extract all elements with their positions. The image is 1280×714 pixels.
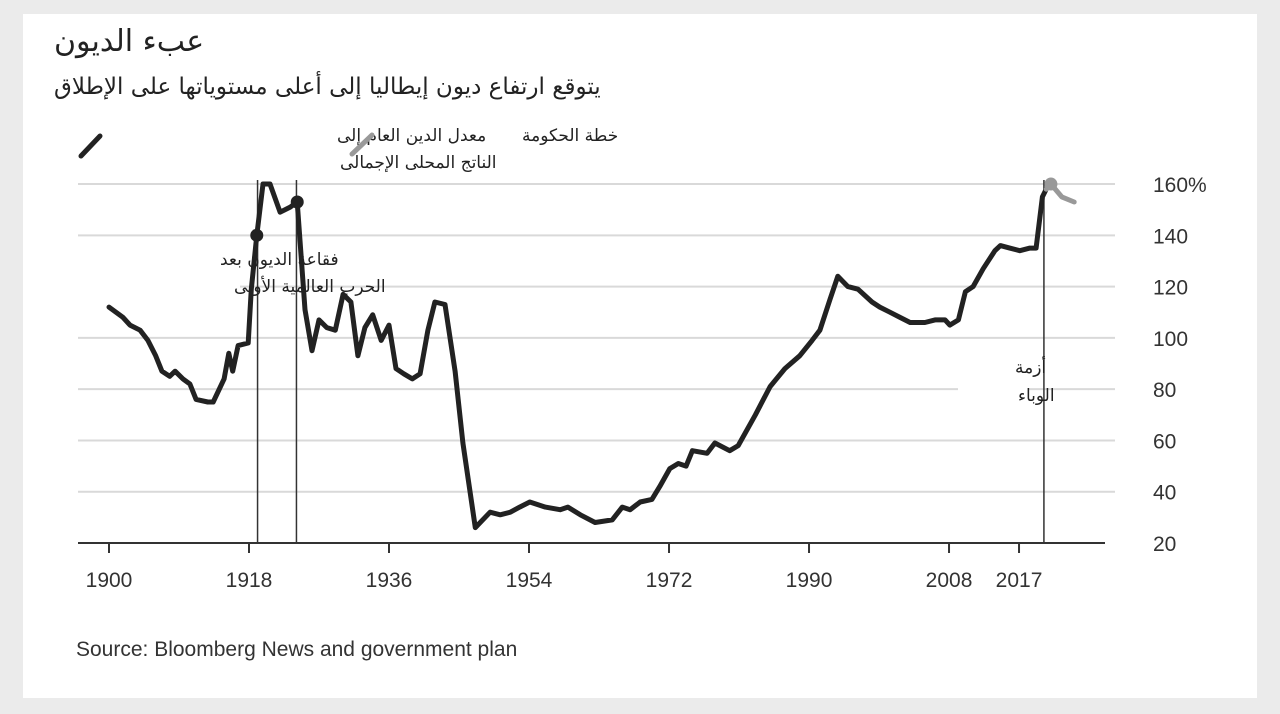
x-tick-label-2017: 2017 [996, 569, 1043, 592]
annotation-ww1-line2: الحرب العالمية الأولى [234, 276, 386, 297]
legend-label-actual-line2: الناتج المحلى الإجمالى [340, 153, 497, 173]
x-tick-label-1936: 1936 [366, 569, 413, 592]
y-tick-label-40: 40 [1153, 482, 1176, 505]
x-axis [78, 542, 1105, 553]
y-tick-label-160: 160% [1153, 174, 1207, 197]
y-tick-label-100: 100 [1153, 328, 1188, 351]
chart-title: عبء الديون [54, 24, 205, 59]
legend: معدل الدين العام إلى الناتج المحلى الإجم… [78, 126, 618, 173]
markers [250, 177, 1058, 242]
source-note: Source: Bloomberg News and government pl… [76, 638, 518, 661]
annotation-pandemic-line2: الوباء [1018, 386, 1055, 406]
annotation-pandemic-line1: أزمة [1015, 356, 1046, 378]
gridlines [78, 183, 1115, 493]
marker-actual-0 [250, 228, 264, 242]
legend-label-actual-line1: معدل الدين العام إلى [337, 126, 486, 146]
legend-swatch-actual [78, 133, 103, 159]
x-tick-label-1900: 1900 [86, 569, 133, 592]
y-axis-labels: 20 40 60 80 100 120 140 160% [1153, 174, 1207, 556]
series-line-debt-to-gdp [106, 181, 1049, 531]
annotation-ww1-line1: فقاعة الديون بعد [220, 250, 339, 270]
x-axis-labels: 1900 1918 1936 1954 1972 1990 2008 2017 [86, 569, 1043, 592]
y-tick-label-80: 80 [1153, 379, 1176, 402]
x-tick-label-1972: 1972 [646, 569, 693, 592]
x-tick-label-1990: 1990 [786, 569, 833, 592]
legend-label-plan: خطة الحكومة [522, 126, 618, 146]
annotation-pandemic-crisis: أزمة الوباء [958, 352, 1055, 410]
x-tick-label-1954: 1954 [506, 569, 553, 592]
annotation-ww1-debt-bubble: فقاعة الديون بعد الحرب العالمية الأولى [64, 244, 386, 302]
y-tick-label-140: 140 [1153, 225, 1188, 248]
x-tick-label-2008: 2008 [926, 569, 973, 592]
y-tick-label-20: 20 [1153, 533, 1176, 556]
chart-subtitle: يتوقع ارتفاع ديون إيطاليا إلى أعلى مستوي… [54, 74, 601, 100]
legend-swatch-plan [349, 132, 375, 157]
y-tick-label-60: 60 [1153, 430, 1176, 453]
marker-plan-2 [1044, 177, 1058, 191]
y-tick-label-120: 120 [1153, 277, 1188, 300]
x-tick-label-1918: 1918 [226, 569, 273, 592]
marker-actual-1 [290, 195, 304, 209]
